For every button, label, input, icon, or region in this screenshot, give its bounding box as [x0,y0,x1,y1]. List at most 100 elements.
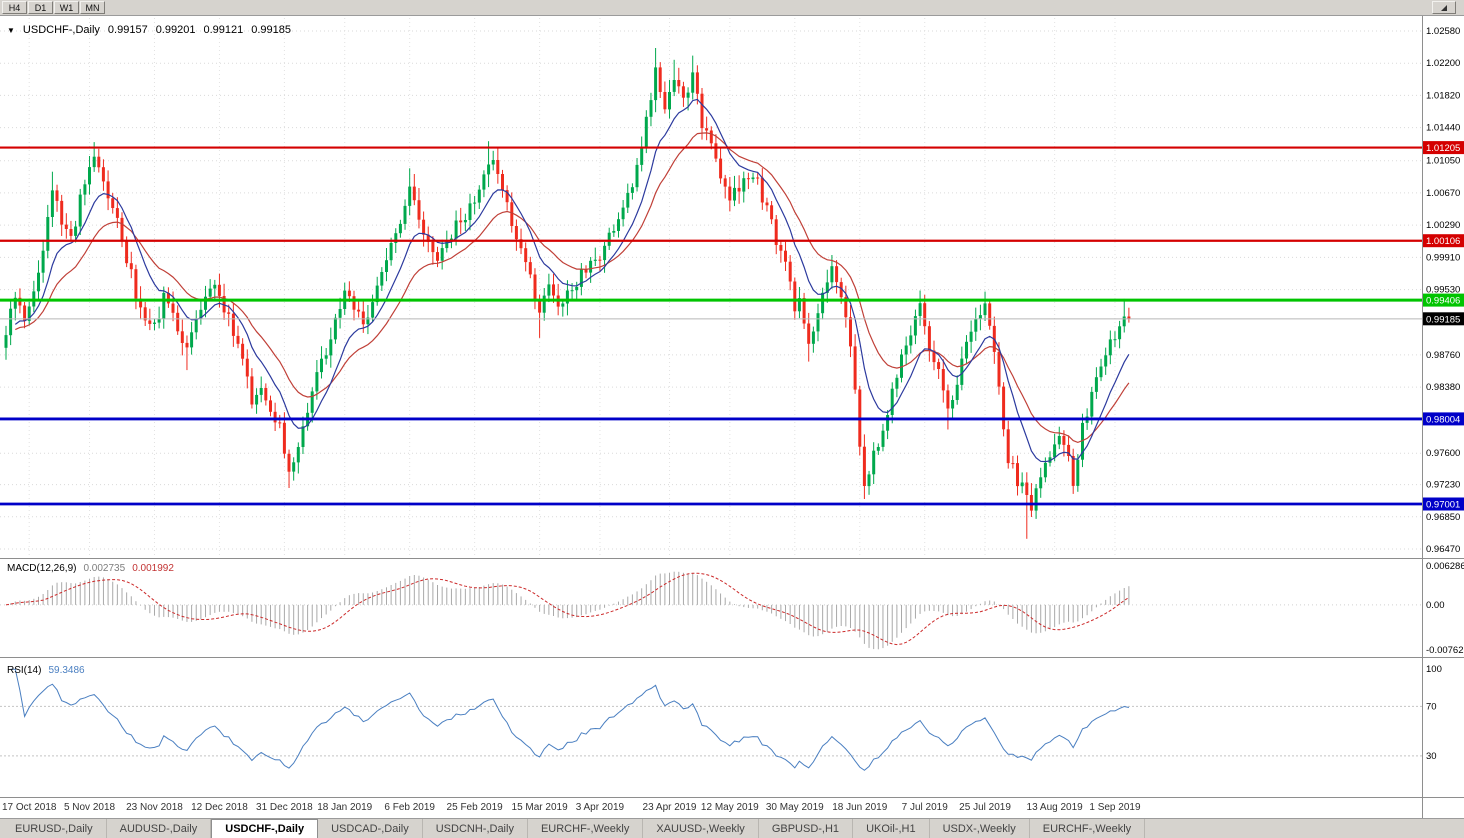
chart-tab-xauusd-weekly[interactable]: XAUUSD-,Weekly [643,819,759,838]
candle-body [570,290,574,292]
candle-body [78,194,82,227]
candle-body [101,167,105,182]
chart-tab-ukoil-h1[interactable]: UKOil-,H1 [853,819,930,838]
date-axis-label: 1 Sep 2019 [1089,802,1141,813]
candle-body [579,269,583,287]
candle-body [932,350,936,363]
date-axis-label: 13 Aug 2019 [1027,802,1084,813]
candle-body [695,72,699,94]
candle-body [746,178,750,180]
chart-tab-eurchf-weekly[interactable]: EURCHF-,Weekly [528,819,644,838]
chart-expander-icon[interactable]: ▼ [7,25,15,35]
date-axis-label: 3 Apr 2019 [576,802,625,813]
candle-body [825,282,829,293]
candle-body [904,345,908,355]
candle-body [394,233,398,243]
price-tag[interactable] [1423,497,1464,511]
candle-body [816,313,820,332]
candle-body [1071,456,1075,486]
candle-body [598,259,602,261]
candle-body [849,317,852,347]
candle-body [1048,457,1052,463]
candle-body [969,331,973,342]
candle-body [663,92,667,110]
timeframe-button-w1[interactable]: W1 [54,1,79,14]
candle-body [357,309,361,312]
candle-body [449,238,453,240]
candle-body [1127,316,1131,319]
date-axis-label: 25 Jul 2019 [959,802,1011,813]
chart-tab-eurusd-daily[interactable]: EURUSD-,Daily [2,819,107,838]
candle-body [589,260,593,273]
candle-body [1076,459,1080,486]
candle-body [4,335,8,348]
toolbar-corner-button[interactable] [1432,1,1456,14]
ma-fast-line [14,98,1130,463]
candle-body [635,164,639,188]
price-axis-tick: 1.01440 [1426,123,1460,134]
candle-body [784,250,787,262]
price-tag[interactable] [1423,234,1464,248]
rsi-layer [0,668,1422,771]
candle-body [111,198,115,208]
chart-symbol-label: USDCHF-,Daily [22,24,100,36]
chart-tab-audusd-daily[interactable]: AUDUSD-,Daily [107,819,212,838]
candle-body [797,298,801,312]
ohlc-high: 0.99201 [155,24,196,36]
candle-body [811,331,815,344]
candle-body [779,245,783,251]
price-tag[interactable] [1423,312,1464,326]
candle-body [1090,391,1094,417]
candle-body [565,290,569,304]
price-tag-value: 1.00106 [1426,236,1460,247]
chart-tab-usdx-weekly[interactable]: USDX-,Weekly [930,819,1030,838]
price-tag[interactable] [1423,293,1464,307]
candle-body [361,311,365,325]
candle-body [88,167,91,185]
candle-body [821,292,825,314]
price-tag[interactable] [1423,412,1464,426]
candle-body [552,284,555,296]
chart-tab-usdchf-daily[interactable]: USDCHF-,Daily [211,819,319,838]
candle-body [473,202,477,204]
candle-body [97,156,101,168]
candle-body [514,226,518,240]
candle-body [603,245,607,261]
price-axis-tick: 1.00670 [1426,188,1460,199]
candle-body [1081,422,1084,460]
candle-body [204,296,207,310]
candle-body [774,219,778,245]
chart-tab-gbpusd-h1[interactable]: GBPUSD-,H1 [759,819,854,838]
candle-body [13,297,17,309]
ohlc-open: 0.99157 [107,24,148,36]
rsi-label: RSI(14) 59.3486 [7,665,85,676]
price-axis-tick: 1.02580 [1426,26,1460,37]
chart-tab-usdcad-daily[interactable]: USDCAD-,Daily [318,819,423,838]
price-axis-tick: 0.99910 [1426,252,1460,263]
chart-tab-usdcnh-daily[interactable]: USDCNH-,Daily [423,819,528,838]
candle-body [255,394,259,405]
candle-body [983,303,987,316]
timeframe-button-h4[interactable]: H4 [2,1,27,14]
candle-body [668,92,671,110]
candle-body [1067,444,1071,456]
price-tag[interactable] [1423,141,1464,155]
timeframe-button-d1[interactable]: D1 [28,1,53,14]
candle-body [245,358,249,377]
candle-body [463,220,467,223]
candle-body [686,92,690,98]
candle-body [709,130,713,144]
timeframe-button-mn[interactable]: MN [80,1,105,14]
candle-body [1039,477,1043,489]
chart-canvas[interactable]: 1.02580 1.02200 1.01820 1.01440 1.01050 1.006… [0,16,1464,818]
price-axis-tick: 0.96850 [1426,512,1460,523]
date-axis-label: 5 Nov 2018 [64,802,116,813]
candle-body [649,100,653,117]
candle-body [918,303,922,316]
candle-body [677,80,681,87]
candle-body [1011,463,1015,465]
date-axis-label: 15 Mar 2019 [512,802,569,813]
candle-body [310,391,314,413]
chart-tab-eurchf-weekly[interactable]: EURCHF-,Weekly [1030,819,1146,838]
